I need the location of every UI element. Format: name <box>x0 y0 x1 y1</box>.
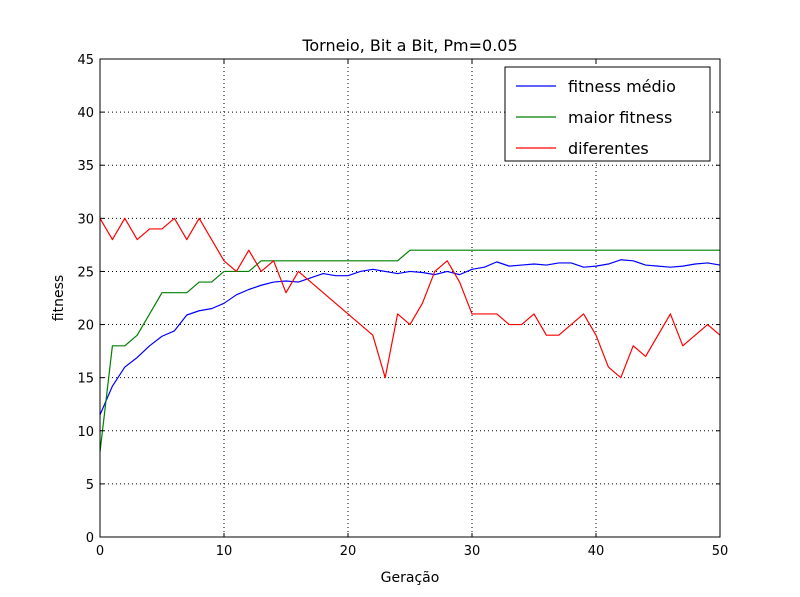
series-line-1 <box>99 259 721 416</box>
y-tick-label: 0 <box>86 531 94 546</box>
x-tick-label: 10 <box>216 544 233 559</box>
x-tick-label: 0 <box>96 544 104 559</box>
legend-label-1: fitness médio <box>568 77 676 96</box>
legend-box <box>504 66 711 162</box>
y-tick-label: 25 <box>77 265 94 280</box>
y-tick-label: 40 <box>77 106 94 121</box>
y-axis-label: fitness <box>51 275 67 321</box>
x-axis-label: Geração <box>381 570 440 586</box>
x-tick-label: 50 <box>712 544 729 559</box>
legend-label-2: maior fitness <box>568 108 672 127</box>
y-tick-label: 30 <box>77 212 94 227</box>
legend: fitness médio maior fitness diferentes <box>504 66 711 162</box>
x-tick-label: 30 <box>464 544 481 559</box>
x-tick-label: 20 <box>340 544 357 559</box>
y-tick-label: 10 <box>77 425 94 440</box>
series-line-2 <box>99 249 720 453</box>
plot-frame <box>99 58 721 538</box>
y-tick-label: 5 <box>86 478 94 493</box>
x-tick-label: 40 <box>588 544 605 559</box>
axis-ticks: 0 10 20 30 40 50 0 5 10 15 20 25 30 35 40 45 <box>77 53 728 559</box>
y-tick-label: 20 <box>77 319 94 334</box>
series-line-3 <box>99 217 721 379</box>
chart-title: Torneio, Bit a Bit, Pm=0.05 <box>301 36 517 55</box>
y-tick-label: 45 <box>77 53 94 68</box>
series-lines <box>99 217 721 453</box>
y-tick-label: 15 <box>77 372 94 387</box>
legend-label-3: diferentes <box>568 139 649 158</box>
y-tick-label: 35 <box>77 159 94 174</box>
